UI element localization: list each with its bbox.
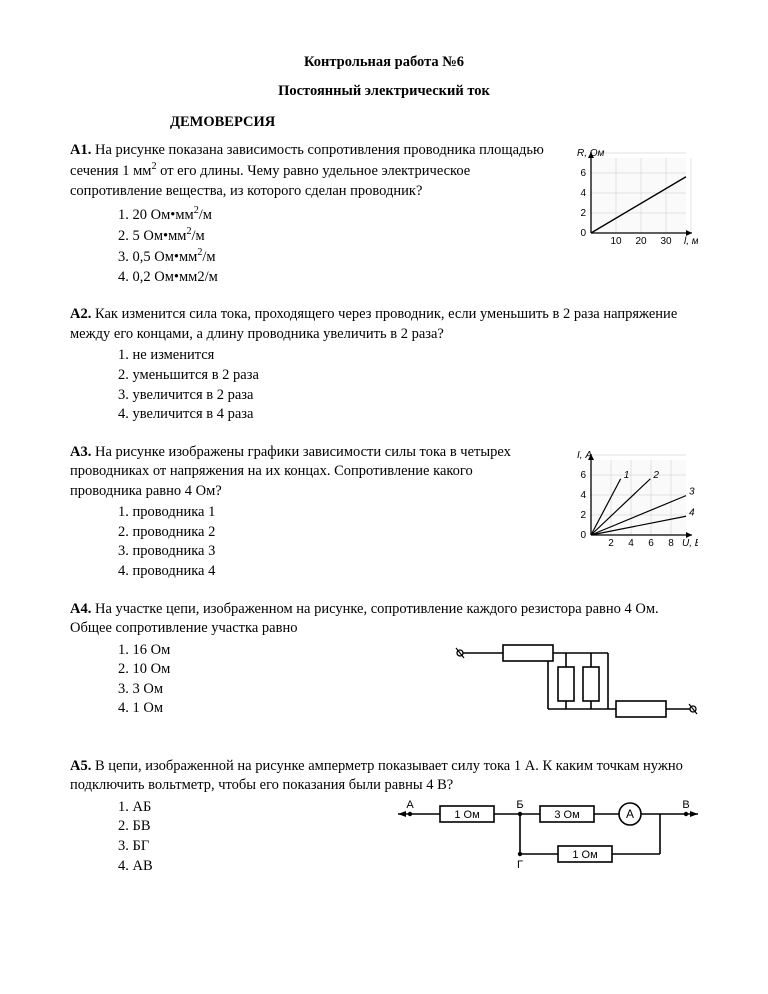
a5-opt: 4. АВ — [118, 857, 153, 877]
a4-body: На участке цепи, изображенном на рисунке… — [70, 601, 659, 637]
a4-text: А4. На участке цепи, изображенном на рис… — [70, 600, 698, 639]
svg-text:1 Ом: 1 Ом — [454, 809, 479, 821]
svg-text:6: 6 — [580, 168, 586, 179]
a2-opt: 4. увеличится в 4 раза — [118, 405, 698, 425]
a4-opt: 4. 1 Ом — [118, 699, 170, 719]
svg-text:6: 6 — [648, 538, 654, 549]
a5-label: А5. — [70, 758, 91, 774]
a3-opt: 4. проводника 4 — [118, 562, 698, 582]
svg-text:В: В — [682, 799, 689, 811]
svg-text:3 Ом: 3 Ом — [554, 809, 579, 821]
svg-text:1: 1 — [624, 469, 630, 480]
demo-label: ДЕМОВЕРСИЯ — [170, 114, 698, 131]
a2-text: А2. Как изменится сила тока, проходящего… — [70, 305, 698, 344]
question-a2: А2. Как изменится сила тока, проходящего… — [70, 305, 698, 424]
a5-circuit: 1 Ом 3 Ом 1 Ом А А Б В Г — [153, 796, 698, 881]
a1-chart: 10 20 30 0 2 4 6 R, Ом l, м — [563, 141, 698, 256]
svg-text:0: 0 — [580, 228, 586, 239]
question-a3: 2 4 6 8 0 2 4 6 I, А U, В 1 2 3 4 А3. На рисунке изоб… — [70, 443, 698, 582]
a5-options: 1. АБ 2. БВ 3. БГ 4. АВ — [118, 798, 153, 876]
question-a1: 10 20 30 0 2 4 6 R, Ом l, м А1. На рисунке показ… — [70, 141, 698, 287]
page-title: Контрольная работа №6 — [70, 54, 698, 71]
a3-label: А3. — [70, 444, 91, 460]
svg-text:0: 0 — [580, 530, 586, 541]
a4-label: А4. — [70, 601, 91, 617]
a1-label: А1. — [70, 142, 91, 158]
a5-opt: 3. БГ — [118, 837, 153, 857]
a5-text: А5. В цепи, изображенной на рисунке ампе… — [70, 757, 698, 796]
a2-opt: 3. увеличится в 2 раза — [118, 386, 698, 406]
question-a4: А4. На участке цепи, изображенном на рис… — [70, 600, 698, 739]
question-a5: А5. В цепи, изображенной на рисунке ампе… — [70, 757, 698, 881]
a5-body: В цепи, изображенной на рисунке ампермет… — [70, 758, 683, 794]
a4-opt: 3. 3 Ом — [118, 680, 170, 700]
a4-opt: 1. 16 Ом — [118, 641, 170, 661]
svg-text:2: 2 — [580, 208, 586, 219]
svg-text:I, А: I, А — [577, 450, 592, 461]
svg-text:А: А — [406, 799, 414, 811]
page-subtitle: Постоянный электрический ток — [70, 83, 698, 100]
page: Контрольная работа №6 Постоянный электри… — [0, 0, 768, 994]
svg-text:4: 4 — [580, 490, 586, 501]
svg-text:2: 2 — [608, 538, 614, 549]
svg-text:4: 4 — [580, 188, 586, 199]
svg-text:l, м: l, м — [684, 236, 698, 247]
svg-text:1 Ом: 1 Ом — [572, 849, 597, 861]
svg-text:Б: Б — [516, 799, 523, 811]
svg-text:R, Ом: R, Ом — [577, 148, 605, 159]
a1-opt: 4. 0,2 Ом•мм2/м — [118, 268, 698, 288]
svg-text:А: А — [626, 807, 634, 821]
a2-options: 1. не изменится 2. уменьшится в 2 раза 3… — [118, 346, 698, 424]
svg-text:4: 4 — [628, 538, 634, 549]
svg-text:4: 4 — [689, 507, 695, 518]
svg-text:2: 2 — [652, 469, 659, 480]
a5-opt: 1. АБ — [118, 798, 153, 818]
svg-text:30: 30 — [660, 236, 672, 247]
svg-text:3: 3 — [689, 486, 695, 497]
a2-opt: 1. не изменится — [118, 346, 698, 366]
a2-opt: 2. уменьшится в 2 раза — [118, 366, 698, 386]
svg-text:10: 10 — [610, 236, 622, 247]
svg-text:U, В: U, В — [682, 538, 698, 549]
a4-options: 1. 16 Ом 2. 10 Ом 3. 3 Ом 4. 1 Ом — [118, 641, 170, 719]
svg-text:6: 6 — [580, 470, 586, 481]
svg-text:20: 20 — [635, 236, 647, 247]
a5-opt: 2. БВ — [118, 817, 153, 837]
svg-text:2: 2 — [580, 510, 586, 521]
a4-circuit — [170, 639, 698, 739]
a3-chart: 2 4 6 8 0 2 4 6 I, А U, В 1 2 3 4 — [563, 443, 698, 558]
svg-text:Г: Г — [517, 859, 523, 871]
svg-text:8: 8 — [668, 538, 674, 549]
a4-opt: 2. 10 Ом — [118, 660, 170, 680]
a1-body: На рисунке показана зависимость сопротив… — [70, 142, 544, 199]
a3-body: На рисунке изображены графики зависимост… — [70, 444, 511, 499]
a2-body: Как изменится сила тока, проходящего чер… — [70, 306, 677, 342]
a2-label: А2. — [70, 306, 91, 322]
